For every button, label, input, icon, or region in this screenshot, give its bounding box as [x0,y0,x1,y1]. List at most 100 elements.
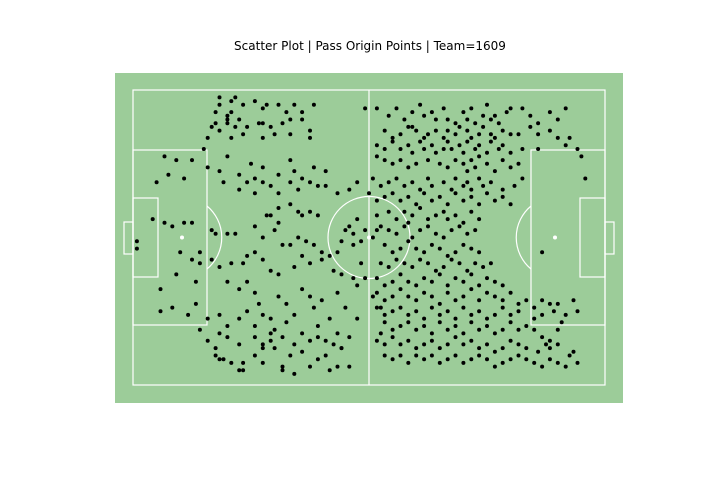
pass-origin-point [391,280,395,284]
pass-origin-point [261,342,265,346]
pass-origin-point [430,354,434,358]
pass-origin-point [214,346,218,350]
pass-origin-point [375,199,379,203]
pass-origin-point [347,365,351,369]
pass-origin-point [225,232,229,236]
pass-origin-point [430,184,434,188]
pass-origin-point [281,365,285,369]
pass-origin-point [454,121,458,125]
pass-origin-point [454,177,458,181]
pass-origin-point [552,309,556,313]
pass-origin-point [395,258,399,262]
pass-origin-point [383,195,387,199]
pass-origin-point [406,239,410,243]
pass-origin-point [477,309,481,313]
pass-origin-point [379,184,383,188]
pass-origin-point [450,147,454,151]
pass-origin-point [465,140,469,144]
pass-origin-point [414,129,418,133]
pass-origin-point [391,328,395,332]
pass-origin-point [426,217,430,221]
pass-origin-point [461,162,465,166]
pass-origin-point [225,335,229,339]
pass-origin-point [324,184,328,188]
pass-origin-point [560,320,564,324]
pass-origin-point [379,331,383,335]
pass-origin-point [387,228,391,232]
pass-origin-point [493,114,497,118]
pass-origin-point [288,158,292,162]
pass-origin-point [371,295,375,299]
pass-origin-point [241,368,245,372]
pass-origin-point [395,106,399,110]
pass-origin-point [426,224,430,228]
pass-origin-point [422,324,426,328]
pass-origin-point [355,317,359,321]
pass-origin-point [501,188,505,192]
pass-origin-point [524,346,528,350]
pass-origin-point [489,118,493,122]
pass-origin-point [206,136,210,140]
pass-origin-point [438,195,442,199]
pass-origin-point [485,191,489,195]
pass-origin-point [454,132,458,136]
pass-origin-point [375,306,379,310]
pass-origin-point [493,365,497,369]
pass-origin-point [422,276,426,280]
pass-origin-point [446,140,450,144]
pass-origin-point [399,247,403,251]
pass-origin-point [509,132,513,136]
pass-origin-point [418,188,422,192]
pass-origin-point [418,103,422,107]
pass-origin-point [579,154,583,158]
pass-origin-point [375,106,379,110]
pass-origin-point [461,361,465,365]
pass-origin-point [261,106,265,110]
pass-origin-point [418,228,422,232]
pass-origin-point [399,324,403,328]
pass-origin-point [501,129,505,133]
pass-origin-point [414,309,418,313]
pass-origin-point [261,258,265,262]
pass-origin-point [363,106,367,110]
pass-origin-point [288,180,292,184]
pass-origin-point [308,210,312,214]
pass-origin-point [465,180,469,184]
pass-origin-point [469,188,473,192]
pass-origin-point [513,184,517,188]
pass-origin-point [469,313,473,317]
pass-origin-point [308,129,312,133]
pass-origin-point [469,357,473,361]
pass-origin-point [237,188,241,192]
pass-origin-point [375,143,379,147]
pass-origin-point [402,224,406,228]
pass-origin-point [300,350,304,354]
pass-origin-point [210,125,214,129]
pass-origin-point [509,165,513,169]
pass-origin-point [367,191,371,195]
pass-origin-point [461,184,465,188]
pass-origin-point [253,191,257,195]
pass-origin-point [406,280,410,284]
pass-origin-point [434,118,438,122]
pass-origin-point [265,213,269,217]
pass-origin-point [497,121,501,125]
pass-origin-point [186,313,190,317]
pass-origin-point [422,357,426,361]
pass-origin-point [320,258,324,262]
pass-origin-point [324,169,328,173]
pass-origin-point [245,180,249,184]
pass-origin-point [332,342,336,346]
pass-origin-point [375,291,379,295]
pass-origin-point [406,221,410,225]
pass-origin-point [536,121,540,125]
pass-origin-point [233,232,237,236]
pass-origin-point [517,354,521,358]
pass-origin-point [324,339,328,343]
pass-origin-point [391,309,395,313]
pass-origin-point [202,147,206,151]
pass-origin-point [583,177,587,181]
pass-origin-point [481,184,485,188]
pass-origin-point [485,151,489,155]
pass-origin-point [532,317,536,321]
